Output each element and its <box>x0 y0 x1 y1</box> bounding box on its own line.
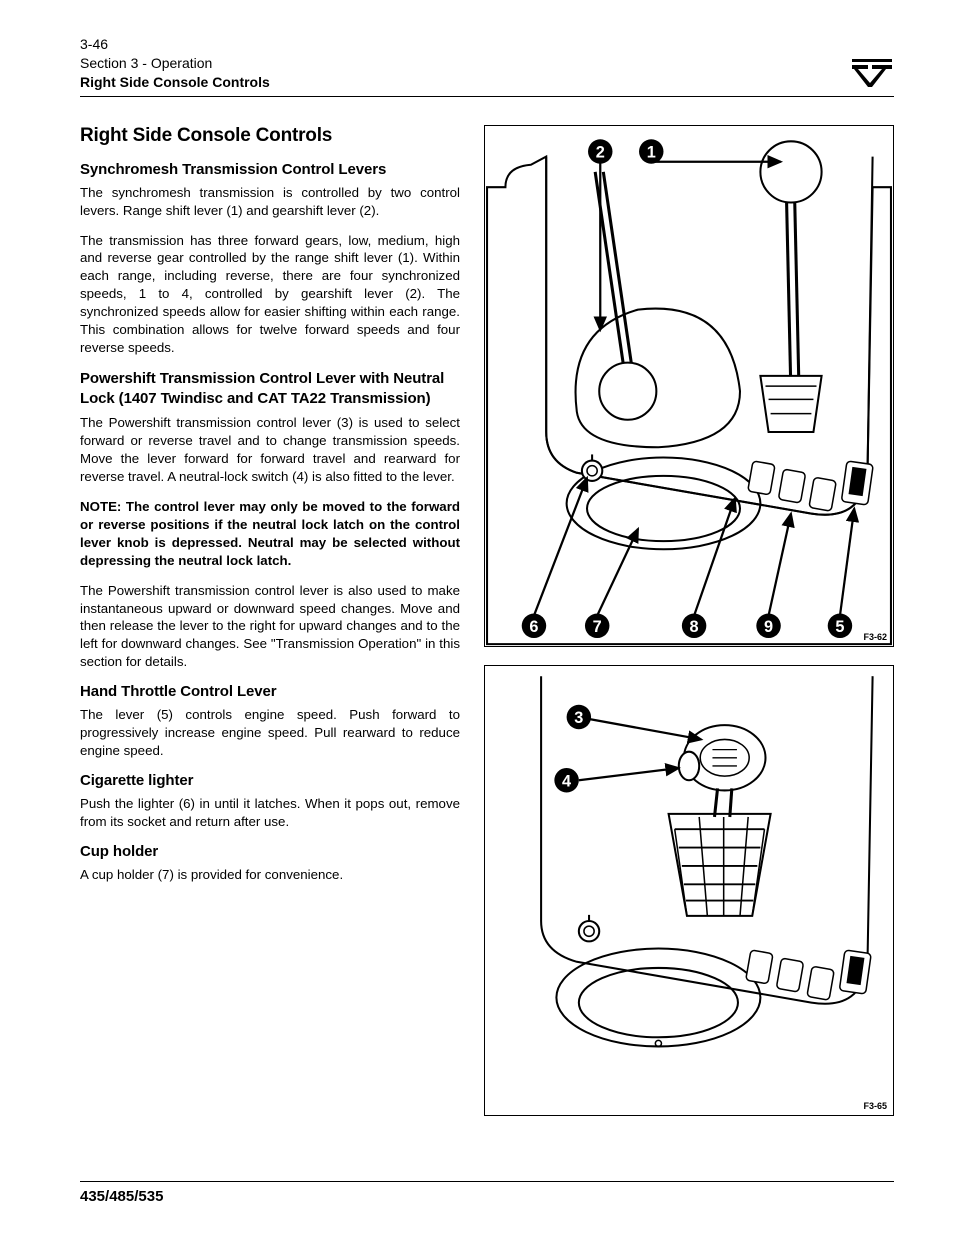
callout-3: 3 <box>574 709 583 727</box>
callout-5: 5 <box>835 618 844 636</box>
subheading-cupholder: Cup holder <box>80 843 460 860</box>
paragraph: A cup holder (7) is provided for conveni… <box>80 866 460 884</box>
paragraph: The Powershift transmission control leve… <box>80 582 460 672</box>
subheading-throttle: Hand Throttle Control Lever <box>80 683 460 700</box>
section-line: Section 3 - Operation <box>80 54 270 73</box>
content-columns: Right Side Console Controls Synchromesh … <box>80 125 894 1134</box>
callout-2: 2 <box>596 143 605 161</box>
text-column: Right Side Console Controls Synchromesh … <box>80 125 460 1134</box>
paragraph: The Powershift transmission control leve… <box>80 414 460 486</box>
page-number: 3-46 <box>80 35 270 54</box>
paragraph: The lever (5) controls engine speed. Pus… <box>80 706 460 760</box>
brand-logo-icon <box>850 59 894 92</box>
figure-f3-62: 1 2 6 7 8 9 5 F3-62 <box>484 125 894 647</box>
subheading-powershift: Powershift Transmission Control Lever wi… <box>80 369 460 408</box>
page-header: 3-46 Section 3 - Operation Right Side Co… <box>80 35 894 97</box>
subheading-synchromesh: Synchromesh Transmission Control Levers <box>80 161 460 178</box>
subheading-lighter: Cigarette lighter <box>80 772 460 789</box>
callout-9: 9 <box>764 618 773 636</box>
callout-6: 6 <box>529 618 538 636</box>
paragraph: The transmission has three forward gears… <box>80 232 460 358</box>
figure-column: 1 2 6 7 8 9 5 F3-62 <box>484 125 894 1134</box>
figure-f3-65: 3 4 F3-65 <box>484 665 894 1116</box>
header-text-block: 3-46 Section 3 - Operation Right Side Co… <box>80 35 270 92</box>
callout-1: 1 <box>647 143 656 161</box>
callout-4: 4 <box>562 772 571 790</box>
main-heading: Right Side Console Controls <box>80 125 460 147</box>
note-paragraph: NOTE: The control lever may only be move… <box>80 498 460 570</box>
figure-label: F3-62 <box>863 632 887 642</box>
callout-7: 7 <box>593 618 602 636</box>
header-title: Right Side Console Controls <box>80 73 270 92</box>
figure-label: F3-65 <box>863 1101 887 1111</box>
footer-model: 435/485/535 <box>80 1181 894 1205</box>
paragraph: The synchromesh transmission is controll… <box>80 184 460 220</box>
paragraph: Push the lighter (6) in until it latches… <box>80 795 460 831</box>
callout-8: 8 <box>690 618 699 636</box>
